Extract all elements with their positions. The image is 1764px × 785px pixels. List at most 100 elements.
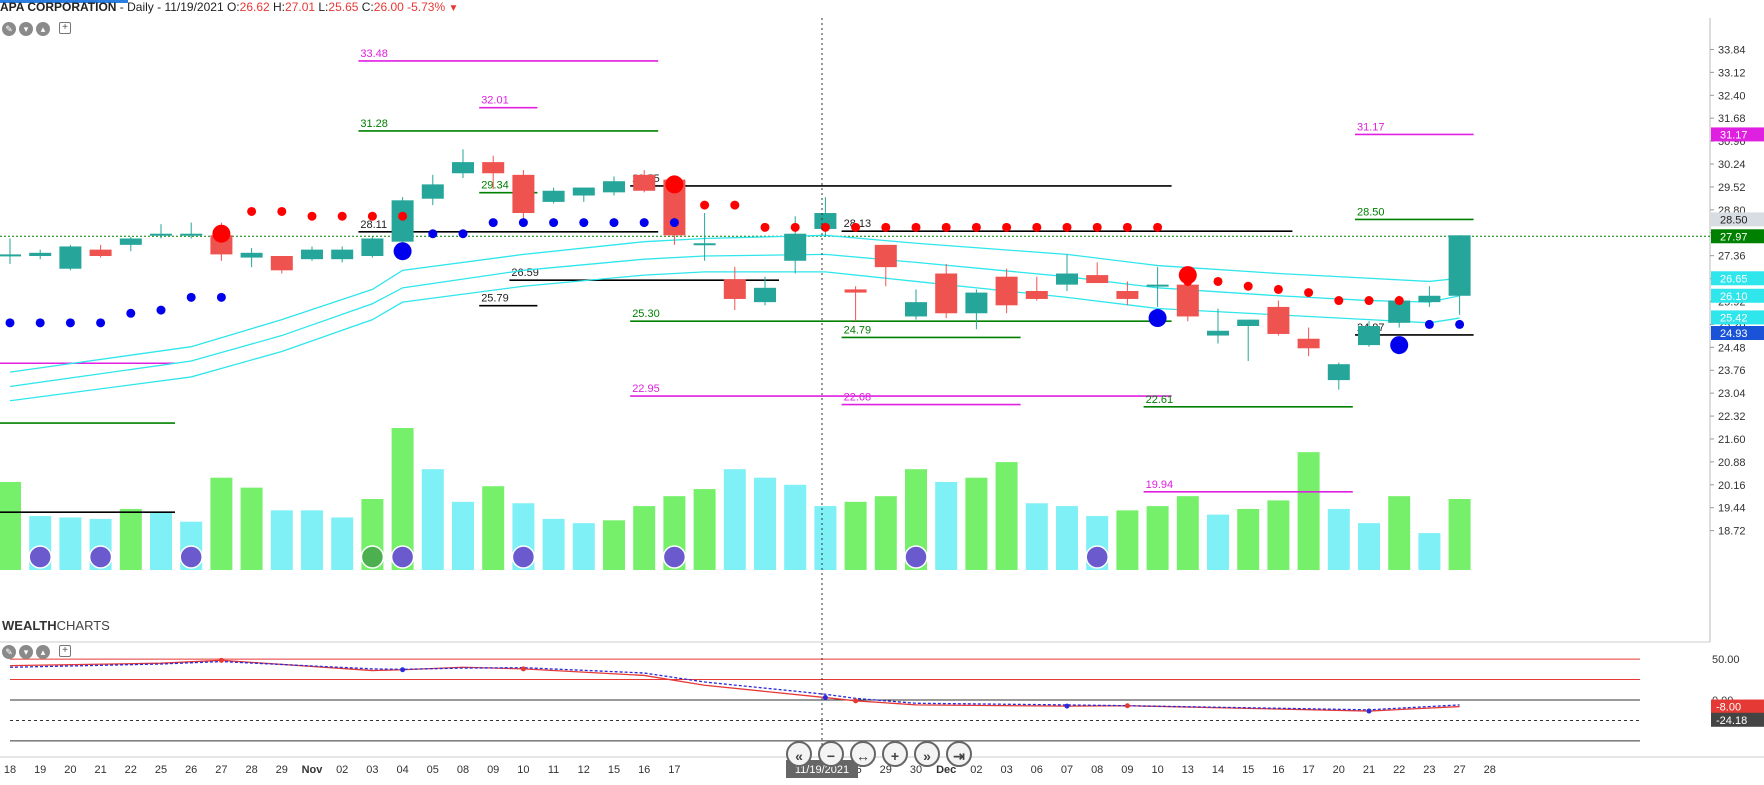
price-flag xyxy=(1711,326,1764,341)
candle-body xyxy=(1207,330,1229,336)
wrench-icon[interactable]: ✎ xyxy=(2,645,16,659)
y-tick-label: 27.36 xyxy=(1718,251,1746,263)
psar-dot xyxy=(1213,276,1223,286)
psar-dot xyxy=(277,206,287,216)
y-tick-label: 33.84 xyxy=(1718,44,1746,56)
go-to-end-icon[interactable]: ⇥ xyxy=(946,741,972,767)
psar-signal-dot xyxy=(1178,266,1197,285)
level-label: 28.50 xyxy=(1357,206,1385,218)
x-tick-label: 08 xyxy=(457,764,469,776)
y-tick-label: 18.72 xyxy=(1718,526,1746,538)
x-tick-label: 17 xyxy=(668,764,680,776)
candle-body xyxy=(1358,326,1380,346)
price-flag-label: 26.65 xyxy=(1720,273,1748,285)
volume-bar xyxy=(723,469,746,570)
osc-flag-label: -8.00 xyxy=(1716,702,1741,714)
x-tick-label: 09 xyxy=(1121,764,1133,776)
x-tick-label: 21 xyxy=(94,764,106,776)
level-label: 29.34 xyxy=(481,180,509,192)
close-label: C: xyxy=(358,0,374,14)
expand-icon[interactable]: + xyxy=(59,645,71,657)
volume-bar xyxy=(301,510,323,570)
wrench-icon[interactable]: ✎ xyxy=(2,22,16,36)
candle-body xyxy=(1176,284,1199,317)
psar-dot xyxy=(307,211,317,221)
event-icon xyxy=(360,545,385,569)
x-tick-label: 22 xyxy=(125,764,137,776)
x-tick-label: 25 xyxy=(155,764,167,776)
candle-body xyxy=(1327,364,1350,381)
x-tick-label: 03 xyxy=(1000,764,1012,776)
y-tick-label: 32.40 xyxy=(1718,90,1746,102)
candle-body xyxy=(1297,338,1320,349)
candle-body xyxy=(1116,291,1139,299)
candle-body xyxy=(482,162,505,174)
x-tick-label: 05 xyxy=(427,764,439,776)
osc-marker xyxy=(853,698,859,704)
level-label: 24.79 xyxy=(844,324,872,336)
x-tick-label: 15 xyxy=(608,764,620,776)
osc-marker xyxy=(1064,703,1070,709)
psar-dot xyxy=(518,218,528,228)
fit-icon[interactable]: ↔ xyxy=(850,741,876,767)
chevron-down-icon[interactable]: ▾ xyxy=(19,645,33,659)
volume-bar xyxy=(1116,510,1139,570)
psar-dot xyxy=(971,222,981,232)
volume-bar xyxy=(1146,506,1169,570)
volume-bar xyxy=(633,506,656,570)
y-tick-label: 21.60 xyxy=(1718,434,1746,446)
volume-bar xyxy=(693,489,716,570)
rewind-icon[interactable]: « xyxy=(786,741,812,767)
volume-bar xyxy=(1267,500,1290,570)
zoom-out-icon[interactable]: − xyxy=(818,741,844,767)
psar-dot xyxy=(156,305,166,315)
candle-body xyxy=(995,276,1018,306)
osc-marker xyxy=(520,666,526,672)
osc-marker xyxy=(1124,703,1130,709)
event-icon xyxy=(28,545,52,569)
x-tick-label: 16 xyxy=(1272,764,1284,776)
y-tick-label: 23.04 xyxy=(1718,388,1746,400)
candle-body xyxy=(633,174,656,191)
level-label: 25.30 xyxy=(632,308,660,320)
expand-icon[interactable]: + xyxy=(59,22,71,34)
y-tick-label: 29.52 xyxy=(1718,182,1746,194)
close-value: 26.00 xyxy=(373,0,404,14)
chevron-down-icon[interactable]: ▾ xyxy=(19,22,33,36)
volume-bar xyxy=(784,484,807,570)
event-icon xyxy=(662,545,687,569)
fast-forward-icon[interactable]: » xyxy=(914,741,940,767)
psar-dot xyxy=(126,308,136,318)
x-tick-label: 14 xyxy=(1212,764,1224,776)
candle-body xyxy=(301,249,323,260)
psar-dot xyxy=(579,218,589,228)
psar-signal-dot xyxy=(665,175,684,194)
psar-dot xyxy=(1092,222,1102,232)
event-icon xyxy=(179,545,203,569)
candle-body xyxy=(1267,306,1290,334)
psar-dot xyxy=(549,218,559,228)
osc-marker xyxy=(822,695,828,701)
candle-body xyxy=(784,233,807,261)
price-flag xyxy=(1711,271,1764,286)
psar-dot xyxy=(851,222,861,232)
zoom-in-icon[interactable]: + xyxy=(882,741,908,767)
chevron-up-icon[interactable]: ▴ xyxy=(36,645,50,659)
psar-dot xyxy=(700,200,710,210)
high-value: 27.01 xyxy=(285,0,316,14)
psar-dot xyxy=(1062,222,1072,232)
psar-dot xyxy=(1304,288,1314,298)
candle-body xyxy=(542,190,565,202)
x-tick-label: 29 xyxy=(880,764,892,776)
volume-bar xyxy=(1207,514,1229,570)
x-tick-label: 13 xyxy=(1182,764,1194,776)
x-tick-label: 29 xyxy=(276,764,288,776)
volume-bar xyxy=(0,481,21,570)
chevron-up-icon[interactable]: ▴ xyxy=(36,22,50,36)
psar-dot xyxy=(5,318,15,328)
level-label: 28.11 xyxy=(360,219,387,231)
psar-dot xyxy=(1002,222,1012,232)
candle-body xyxy=(1086,275,1109,284)
volume-bar xyxy=(1418,533,1441,570)
